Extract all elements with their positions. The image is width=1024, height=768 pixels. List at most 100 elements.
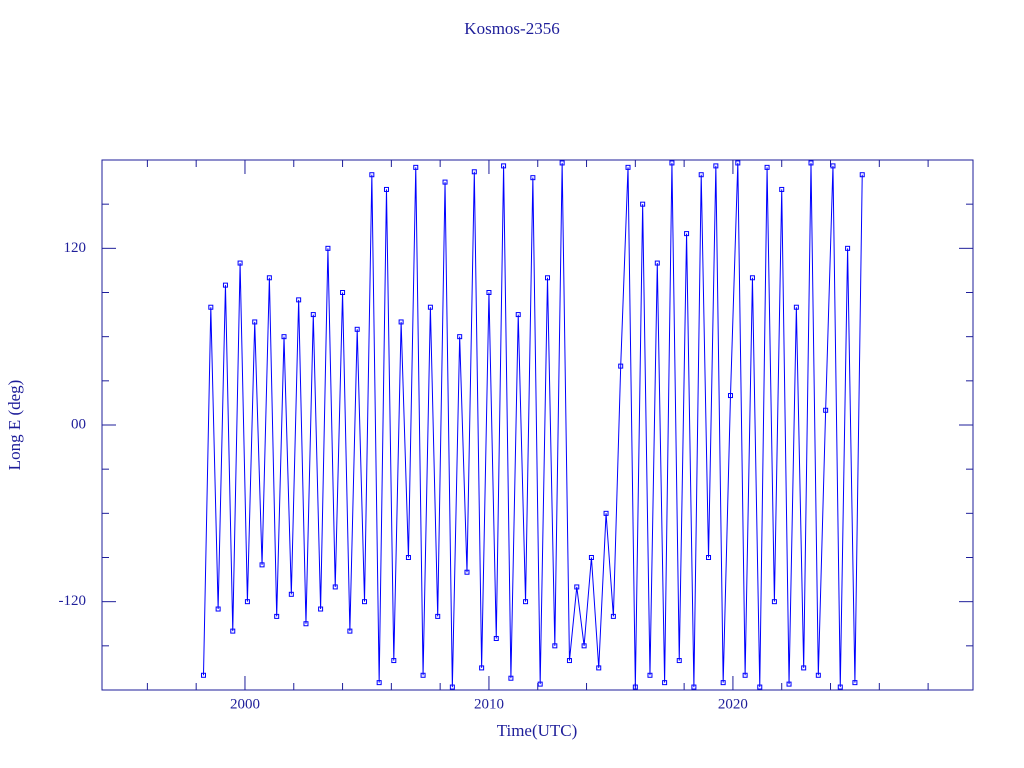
x-axis-label: Time(UTC) xyxy=(497,721,578,740)
data-point xyxy=(215,606,221,612)
data-point xyxy=(303,621,309,627)
data-point xyxy=(786,681,792,687)
data-point xyxy=(581,643,587,649)
x-tick-label: 2020 xyxy=(718,696,748,712)
data-point xyxy=(325,245,331,251)
data-point xyxy=(362,599,368,605)
data-point xyxy=(662,680,668,686)
data-point xyxy=(669,160,675,166)
data-point xyxy=(588,555,594,560)
data-point xyxy=(427,304,433,310)
data-point xyxy=(310,312,316,318)
data-point xyxy=(479,665,485,671)
data-point xyxy=(757,684,763,690)
data-point xyxy=(749,275,755,281)
data-point xyxy=(574,584,580,590)
data-point xyxy=(618,363,624,369)
data-point xyxy=(340,290,346,295)
data-point xyxy=(266,275,272,281)
data-point xyxy=(230,628,236,634)
x-tick-label: 2010 xyxy=(474,696,504,712)
data-point xyxy=(501,163,507,169)
data-point xyxy=(742,672,748,678)
data-point xyxy=(837,684,843,690)
x-tick-label: 2000 xyxy=(230,696,260,712)
data-point xyxy=(793,304,799,310)
data-point xyxy=(200,672,206,678)
data-point xyxy=(222,282,228,288)
data-point xyxy=(823,407,829,413)
data-point xyxy=(471,169,477,175)
data-point xyxy=(252,319,258,325)
data-point xyxy=(676,658,682,664)
data-point xyxy=(398,319,404,325)
data-point xyxy=(698,172,704,178)
data-point xyxy=(493,635,499,641)
data-point xyxy=(391,658,397,664)
data-point xyxy=(435,613,441,619)
data-point xyxy=(735,160,741,166)
data-point xyxy=(654,260,660,266)
data-point xyxy=(208,304,214,310)
data-point xyxy=(859,172,865,178)
data-point xyxy=(801,665,807,671)
data-point xyxy=(383,186,389,192)
data-point xyxy=(545,275,551,281)
data-point xyxy=(603,510,609,516)
data-point xyxy=(442,179,448,185)
data-point xyxy=(684,231,690,237)
data-point xyxy=(552,643,558,649)
data-point xyxy=(288,591,294,597)
data-point xyxy=(815,672,821,678)
data-point xyxy=(845,245,851,251)
data-point xyxy=(508,675,514,681)
data-point xyxy=(537,681,543,687)
data-point xyxy=(764,164,770,170)
data-point xyxy=(720,680,726,686)
data-point xyxy=(376,680,382,686)
data-point xyxy=(779,186,785,192)
data-point xyxy=(405,555,411,560)
data-point xyxy=(457,334,463,340)
data-point xyxy=(830,163,836,169)
data-point xyxy=(852,680,858,686)
data-point xyxy=(610,613,616,619)
data-point xyxy=(691,684,697,690)
data-point xyxy=(771,599,777,605)
y-axis-label: Long E (deg) xyxy=(5,380,24,471)
data-point xyxy=(486,290,492,295)
data-point xyxy=(727,393,733,399)
data-point xyxy=(244,599,250,605)
chart-title: Kosmos-2356 xyxy=(464,19,559,38)
data-point xyxy=(237,260,243,266)
data-point xyxy=(413,164,419,170)
data-point xyxy=(625,164,631,170)
data-point xyxy=(449,684,455,690)
data-point xyxy=(523,599,529,605)
data-point xyxy=(281,334,287,340)
data-point xyxy=(632,684,638,690)
y-tick-label: -120 xyxy=(59,593,87,609)
data-point xyxy=(640,201,646,207)
data-point xyxy=(369,172,375,178)
data-point xyxy=(332,584,338,590)
data-point xyxy=(420,672,426,678)
data-point xyxy=(596,665,602,671)
data-point xyxy=(464,569,470,575)
data-point xyxy=(566,658,572,664)
data-line xyxy=(202,162,863,688)
data-point xyxy=(296,297,302,303)
data-point xyxy=(713,163,719,169)
data-point xyxy=(274,613,280,619)
data-point xyxy=(559,160,565,166)
data-point xyxy=(318,606,324,612)
data-point xyxy=(515,312,521,318)
data-point xyxy=(706,555,712,560)
data-point xyxy=(259,562,265,568)
data-point xyxy=(354,326,360,332)
y-tick-label: 00 xyxy=(71,416,86,432)
data-point xyxy=(347,628,353,634)
data-point xyxy=(530,175,536,181)
